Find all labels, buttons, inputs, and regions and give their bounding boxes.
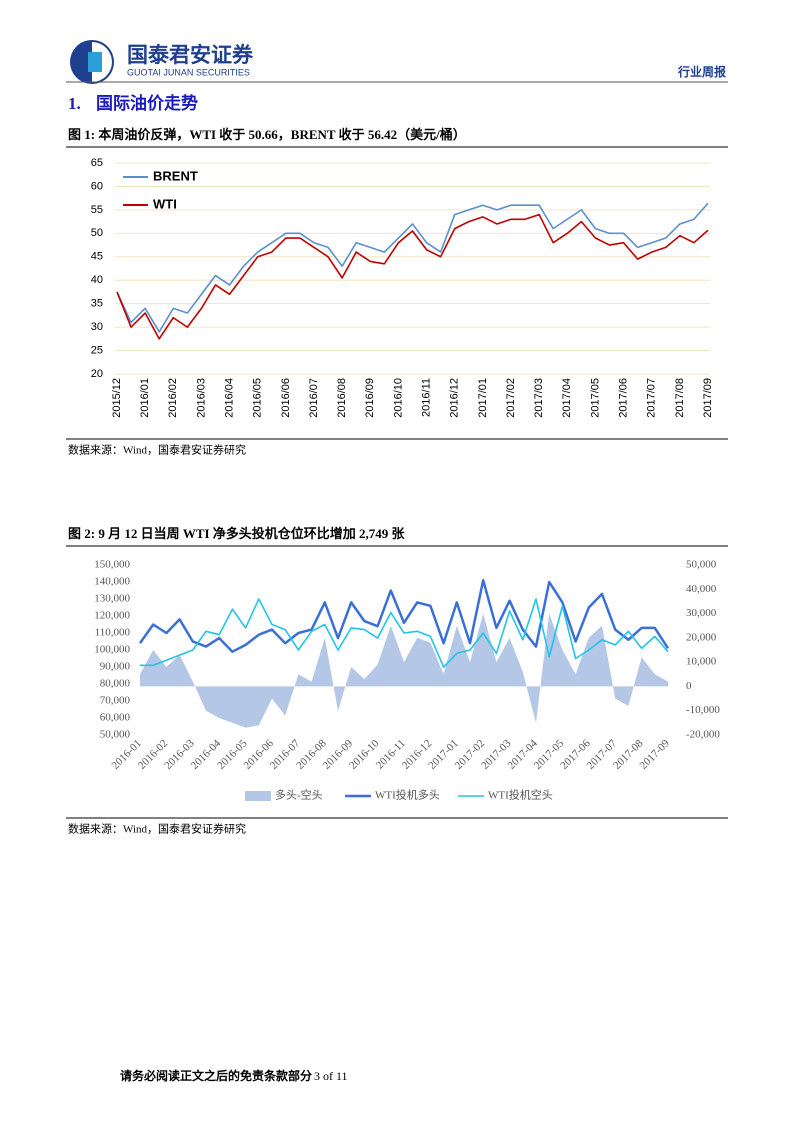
y-tick-label: 40 [91,274,103,286]
brand: 国泰君安证券 [127,43,254,67]
logo [70,40,114,84]
section-title: 国际油价走势 [96,93,198,113]
y2-tick-label: 0 [686,680,692,692]
x-tick-label: 2016/05 [252,378,264,418]
legend-label: WTI投机多头 [375,788,440,802]
y2-tick-label: 10,000 [686,656,717,668]
disclaimer: 请务必阅读正文之后的免责条款部分 [120,1068,312,1083]
section-number: 1. [68,94,81,113]
page-number: 3 of 11 [314,1069,348,1083]
x-tick-label: 2016/06 [280,378,292,418]
x-tick-label: 2017/02 [505,378,517,418]
x-tick-label: 2015/12 [111,378,123,418]
y-tick-label: 30 [91,321,103,333]
x-tick-label: 2016/04 [223,378,235,418]
report-type: 行业周报 [677,64,726,79]
line [116,213,709,340]
x-tick-label: 2016/08 [336,378,348,418]
line [116,202,709,333]
y-tick-label: 140,000 [94,576,130,588]
x-tick-label: 2017/04 [561,378,573,418]
legend-label: 多头-空头 [275,788,323,802]
x-tick-label: 2017/06 [617,378,629,418]
y-tick-label: 70,000 [100,695,131,707]
y2-tick-label: 20,000 [686,631,717,643]
y-tick-label: 120,000 [94,610,130,622]
x-tick-label: 2016/02 [167,378,179,418]
x-tick-label: 2017/07 [646,378,658,418]
x-tick-label: 2017-09 [637,737,672,772]
y-tick-label: 150,000 [94,559,130,571]
x-tick-label: 2016/01 [139,378,151,418]
y2-tick-label: -20,000 [686,729,720,741]
x-tick-label: 2017/05 [589,378,601,418]
y-tick-label: 90,000 [100,661,131,673]
line [138,579,670,653]
legend-swatch [245,791,271,801]
figure-source: 数据来源：Wind，国泰君安证券研究 [68,822,246,836]
legend-label: WTI [153,196,177,211]
figure-caption: 图 2: 9 月 12 日当周 WTI 净多头投机仓位环比增加 2,749 张 [68,526,406,541]
y-tick-label: 60,000 [100,712,131,724]
area [140,613,668,728]
y-tick-label: 25 [91,344,103,356]
y-tick-label: 80,000 [100,678,131,690]
y-tick-label: 110,000 [95,627,131,639]
y2-tick-label: 40,000 [686,583,717,595]
y-tick-label: 45 [91,251,103,263]
x-tick-label: 2017/09 [702,378,714,418]
figure-source: 数据来源：Wind，国泰君安证券研究 [68,443,246,457]
y2-tick-label: 30,000 [686,607,717,619]
y-tick-label: 35 [91,298,103,310]
y-tick-label: 60 [91,180,103,192]
y2-tick-label: -10,000 [686,704,720,716]
x-tick-label: 2016/07 [308,378,320,418]
x-tick-label: 2016/03 [195,378,207,418]
x-tick-label: 2016/10 [392,378,404,418]
y2-tick-label: 50,000 [686,559,717,571]
y-tick-label: 65 [91,157,103,169]
line [140,598,669,668]
legend-label: BRENT [153,168,198,183]
brand-en: GUOTAI JUNAN SECURITIES [127,67,250,77]
y-tick-label: 50 [91,227,103,239]
x-tick-label: 2016/09 [364,378,376,418]
figure-caption: 图 1: 本周油价反弹，WTI 收于 50.66，BRENT 收于 56.42（… [68,127,466,142]
y-tick-label: 100,000 [94,644,130,656]
x-tick-label: 2016/11 [420,378,432,417]
y-tick-label: 50,000 [100,729,131,741]
x-tick-label: 2017/01 [477,378,489,418]
x-tick-label: 2017/08 [674,378,686,418]
x-tick-label: 2017/03 [533,378,545,418]
legend-label: WTI投机空头 [488,788,553,802]
y-tick-label: 130,000 [94,593,130,605]
y-tick-label: 20 [91,368,103,380]
x-tick-label: 2016/12 [449,378,461,418]
y-tick-label: 55 [91,204,103,216]
